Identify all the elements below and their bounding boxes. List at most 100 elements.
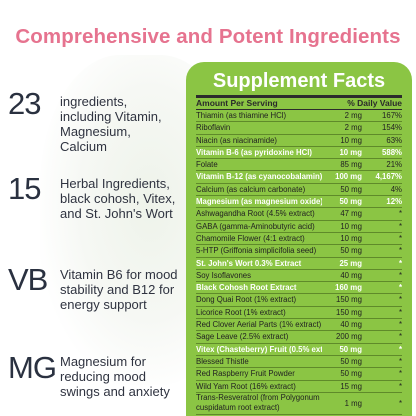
table-row: 5-HTP (Griffonia simplicifolia seed) 50 m… (196, 245, 402, 258)
ingredient-daily-value: 154% (382, 123, 402, 133)
table-row: Sage Leave (2.5% extract) 200 mg * (196, 331, 402, 344)
table-row: Magnesium (as magnesium oxide) 50 mg 12% (196, 196, 402, 209)
ingredient-amount: 47 mg (340, 209, 362, 219)
ingredient-name: Vitex (Chasteberry) Fruit (0.5% extract) (196, 344, 322, 354)
ingredient-daily-value: * (398, 332, 402, 342)
table-header: Amount Per Serving % Daily Value (196, 95, 402, 110)
ingredient-amount: 10 mg (339, 147, 362, 157)
ingredient-amount: 2 mg (344, 123, 362, 133)
ingredient-daily-value: 588% (382, 147, 402, 157)
table-row: Soy Isoflavones 40 mg * (196, 270, 402, 283)
ingredient-daily-value: * (398, 221, 402, 231)
table-row: Vitamin B-12 (as cyanocobalamin) 100 mg 4,… (196, 171, 402, 184)
table-row: Folate 85 mg 21% (196, 159, 402, 172)
ingredient-daily-value: 63% (386, 135, 402, 145)
ingredient-daily-value: 4,167% (375, 172, 402, 182)
ingredient-daily-value: * (398, 369, 402, 379)
ingredient-amount: 50 mg (340, 246, 362, 256)
table-row: St. John's Wort 0.3% Extract 25 mg * (196, 258, 402, 270)
ingredient-amount: 25 mg (339, 258, 362, 268)
feature-text: Herbal Ingredients, black cohosh, Vitex,… (60, 176, 176, 221)
ingredient-name: Calcium (as calcium carbonate) (196, 184, 306, 194)
ingredient-name: Red Raspberry Fruit Powder (196, 369, 295, 379)
ingredient-name: Riboflavin (196, 123, 231, 133)
ingredient-daily-value: 21% (386, 160, 402, 170)
ingredient-amount: 200 mg (335, 332, 362, 342)
ingredient-name: Red Clover Aerial Parts (1% extract) (196, 320, 322, 330)
ingredient-name: Vitamin B-6 (as pyridoxine HCl) (196, 147, 312, 157)
feature-herbal: 15 Herbal Ingredients, black cohosh, Vit… (8, 173, 178, 221)
ingredient-amount: 160 mg (335, 283, 362, 293)
ingredient-amount: 150 mg (335, 307, 362, 317)
table-row: Vitamin B-6 (as pyridoxine HCl) 10 mg 588% (196, 147, 402, 160)
ingredient-name: Blessed Thistle (196, 356, 249, 366)
ingredient-amount: 1 mg (344, 398, 362, 408)
table-row: Dong Quai Root (1% extract) 150 mg * (196, 294, 402, 307)
ingredient-daily-value: * (398, 258, 402, 268)
ingredient-amount: 15 mg (340, 381, 362, 391)
ingredient-amount: 2 mg (344, 111, 362, 120)
ingredient-amount: 50 mg (340, 184, 362, 194)
page-headline: Comprehensive and Potent Ingredients (15, 25, 401, 48)
ingredient-name: GABA (gamma-Aminobutyric acid) (196, 221, 315, 231)
ingredient-daily-value: * (398, 344, 402, 354)
ingredient-name: Folate (196, 160, 218, 170)
table-row: Riboflavin 2 mg 154% (196, 122, 402, 135)
feature-text: Magnesium for reducing mood swings and a… (60, 354, 170, 399)
table-row: Chamomile Flower (4:1 extract) 10 mg * (196, 233, 402, 246)
ingredient-amount: 40 mg (340, 320, 362, 330)
table-row: Niacin (as niacinamide) 10 mg 63% (196, 135, 402, 147)
ingredient-name: 5-HTP (Griffonia simplicifolia seed) (196, 246, 317, 256)
ingredient-amount: 10 mg (340, 135, 362, 145)
ingredient-name: Chamomile Flower (4:1 extract) (196, 233, 305, 243)
feature-text: ingredients, including Vitamin, Magnesiu… (60, 94, 162, 154)
ingredient-daily-value: * (398, 356, 402, 366)
ingredient-name: Licorice Root (1% extract) (196, 307, 286, 317)
ingredient-amount: 50 mg (340, 369, 362, 379)
ingredient-daily-value: * (398, 295, 402, 305)
table-row: Vitex (Chasteberry) Fruit (0.5% extract)… (196, 344, 402, 356)
ingredient-name: Black Cohosh Root Extract (196, 283, 297, 293)
ingredient-amount: 85 mg (340, 160, 362, 170)
ingredient-daily-value: * (398, 270, 402, 280)
table-row: Black Cohosh Root Extract 160 mg * (196, 282, 402, 295)
ingredient-daily-value: * (398, 209, 402, 219)
ingredient-name: Soy Isoflavones (196, 270, 252, 280)
ingredient-name: St. John's Wort 0.3% Extract (196, 258, 302, 268)
ingredient-amount: 50 mg (339, 197, 362, 207)
supplement-facts-panel: Supplement Facts Amount Per Serving % Da… (186, 62, 412, 416)
table-body: Thiamin (as thiamine HCl) 2 mg 167% Ribofla… (196, 110, 402, 415)
table-row: Licorice Root (1% extract) 150 mg * (196, 307, 402, 320)
ingredient-name: Thiamin (as thiamine HCl) (196, 111, 287, 120)
ingredient-amount: 10 mg (340, 233, 362, 243)
feature-vitamin-b: VB Vitamin B6 for mood stability and B12… (8, 264, 178, 312)
ingredient-amount: 100 mg (335, 172, 362, 182)
feature-magnesium: MG Magnesium for reducing mood swings an… (8, 352, 178, 399)
ingredient-name: Niacin (as niacinamide) (196, 135, 278, 145)
ingredient-daily-value: * (398, 398, 402, 408)
feature-number: 23 (8, 86, 41, 121)
feature-ingredients: 23 ingredients, including Vitamin, Magne… (8, 88, 178, 154)
ingredient-amount: 50 mg (340, 356, 362, 366)
ingredient-name: Sage Leave (2.5% extract) (196, 332, 289, 342)
ingredient-daily-value: * (398, 246, 402, 256)
ingredient-daily-value: * (398, 320, 402, 330)
feature-number: VB (8, 262, 48, 297)
ingredient-amount: 50 mg (339, 344, 362, 354)
ingredient-name: Vitamin B-12 (as cyanocobalamin) (196, 172, 322, 182)
ingredient-amount: 150 mg (335, 295, 362, 305)
feature-text: Vitamin B6 for mood stability and B12 fo… (60, 267, 178, 312)
ingredient-amount: 10 mg (340, 221, 362, 231)
header-daily-value: % Daily Value (347, 98, 402, 108)
table-row: Trans-Resveratrol (from Polygonum cuspid… (196, 393, 402, 415)
ingredient-name: Dong Quai Root (1% extract) (196, 295, 297, 305)
ingredient-name: Magnesium (as magnesium oxide) (196, 197, 322, 207)
table-row: Red Raspberry Fruit Powder 50 mg * (196, 368, 402, 381)
ingredient-daily-value: * (398, 233, 402, 243)
ingredient-amount: 40 mg (340, 270, 362, 280)
table-row: Ashwagandha Root (4.5% extract) 47 mg * (196, 208, 402, 221)
ingredient-daily-value: 167% (382, 111, 402, 120)
ingredient-name: Wild Yam Root (16% extract) (196, 381, 296, 391)
feature-number: MG (8, 350, 57, 385)
ingredient-daily-value: * (398, 283, 402, 293)
